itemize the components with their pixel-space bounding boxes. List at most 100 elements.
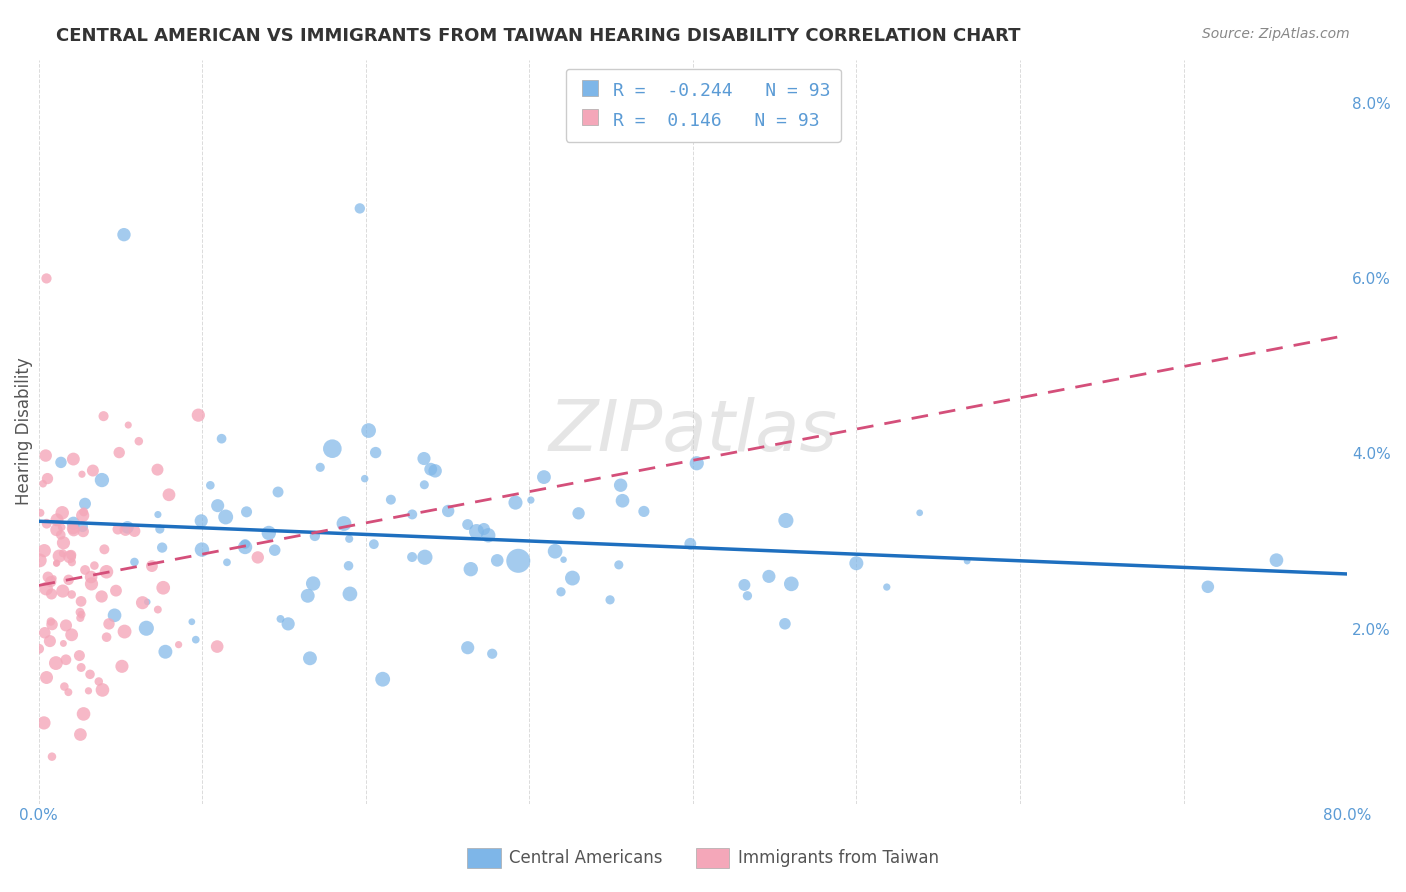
Point bbox=[107, 522, 129, 536]
Point bbox=[35, 582, 58, 596]
Point bbox=[35, 516, 58, 531]
Legend: R =  -0.244   N = 93, R =  0.146   N = 93: R = -0.244 N = 93, R = 0.146 N = 93 bbox=[565, 69, 841, 142]
Point bbox=[457, 640, 479, 655]
Point bbox=[612, 493, 634, 508]
Point bbox=[117, 417, 139, 432]
Point bbox=[457, 517, 479, 532]
Point bbox=[215, 510, 238, 524]
Point bbox=[70, 467, 93, 482]
Point bbox=[150, 541, 173, 555]
Point bbox=[633, 504, 655, 518]
Point bbox=[146, 463, 169, 477]
Text: Source: ZipAtlas.com: Source: ZipAtlas.com bbox=[1202, 27, 1350, 41]
Point bbox=[51, 520, 73, 534]
Point bbox=[235, 505, 257, 519]
Point bbox=[553, 552, 575, 566]
Point bbox=[215, 555, 238, 569]
Point bbox=[70, 660, 93, 674]
Point bbox=[46, 513, 69, 527]
Point bbox=[41, 749, 63, 764]
Point bbox=[52, 584, 75, 599]
Point bbox=[505, 495, 527, 509]
Point bbox=[34, 625, 56, 640]
Point bbox=[37, 570, 59, 584]
Point bbox=[191, 542, 214, 557]
Point bbox=[80, 570, 103, 584]
Point bbox=[908, 506, 931, 520]
Point bbox=[568, 506, 591, 520]
Point bbox=[37, 472, 59, 486]
Point bbox=[35, 271, 58, 285]
Point bbox=[773, 616, 796, 631]
Point bbox=[136, 595, 159, 609]
Point bbox=[190, 514, 212, 528]
Point bbox=[39, 615, 62, 629]
Point bbox=[51, 506, 73, 520]
Point bbox=[737, 589, 759, 603]
Point bbox=[93, 409, 115, 424]
Point bbox=[32, 715, 55, 730]
Legend: Central Americans, Immigrants from Taiwan: Central Americans, Immigrants from Taiwa… bbox=[461, 841, 945, 875]
Point bbox=[780, 577, 803, 591]
Point bbox=[62, 524, 84, 538]
Point bbox=[96, 565, 118, 579]
Point bbox=[544, 544, 567, 558]
Point bbox=[30, 506, 52, 520]
Point bbox=[733, 578, 755, 592]
Point bbox=[401, 508, 423, 522]
Point bbox=[337, 558, 360, 573]
Point bbox=[363, 537, 385, 551]
Point bbox=[302, 576, 325, 591]
Point bbox=[73, 497, 96, 511]
Point bbox=[49, 455, 72, 469]
Point bbox=[108, 445, 131, 459]
Point bbox=[69, 611, 91, 625]
Point bbox=[52, 536, 75, 550]
Point bbox=[41, 617, 63, 632]
Point bbox=[72, 524, 94, 539]
Point bbox=[98, 616, 121, 631]
Point bbox=[55, 653, 77, 667]
Point bbox=[70, 594, 93, 608]
Point bbox=[114, 624, 136, 639]
Point bbox=[508, 554, 530, 568]
Point bbox=[42, 571, 65, 585]
Point bbox=[187, 408, 209, 422]
Point bbox=[79, 667, 101, 681]
Point bbox=[53, 680, 76, 694]
Point bbox=[32, 476, 55, 491]
Point bbox=[135, 621, 157, 635]
Point bbox=[349, 202, 371, 216]
Point bbox=[465, 524, 488, 539]
Point bbox=[233, 540, 256, 554]
Point bbox=[72, 706, 94, 721]
Point bbox=[956, 554, 979, 568]
Point bbox=[146, 508, 169, 522]
Point bbox=[124, 555, 146, 569]
Point bbox=[200, 478, 222, 492]
Point bbox=[309, 460, 332, 475]
Point bbox=[48, 549, 70, 563]
Point bbox=[62, 516, 84, 531]
Point bbox=[60, 548, 83, 562]
Point bbox=[35, 449, 58, 463]
Point bbox=[269, 612, 291, 626]
Point bbox=[339, 587, 361, 601]
Point bbox=[423, 464, 446, 478]
Point bbox=[45, 523, 67, 537]
Point bbox=[62, 452, 84, 467]
Point bbox=[90, 590, 112, 604]
Point bbox=[1197, 580, 1219, 594]
Point bbox=[686, 456, 709, 470]
Point bbox=[35, 671, 58, 685]
Point bbox=[58, 573, 80, 587]
Point bbox=[103, 608, 125, 623]
Point bbox=[775, 513, 797, 527]
Point bbox=[60, 555, 83, 569]
Point bbox=[277, 616, 299, 631]
Point bbox=[157, 488, 180, 502]
Point bbox=[353, 472, 375, 486]
Point bbox=[167, 638, 190, 652]
Point bbox=[149, 522, 172, 536]
Point bbox=[128, 434, 150, 449]
